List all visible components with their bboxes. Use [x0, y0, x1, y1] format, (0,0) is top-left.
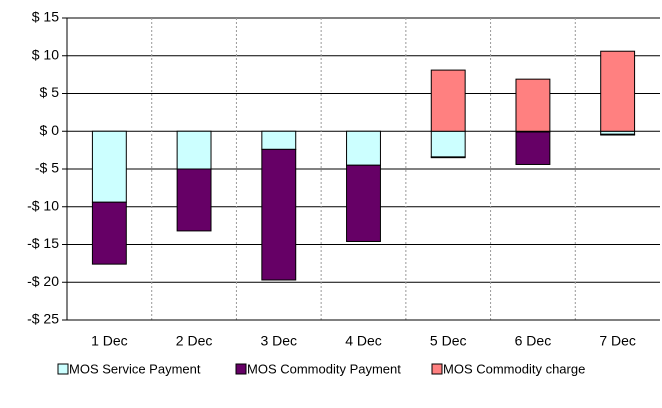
- legend-label: MOS Service Payment: [69, 361, 201, 376]
- y-tick-label: $ 0: [40, 122, 60, 138]
- bar-segment: [346, 130, 381, 166]
- bar-segment: [515, 131, 551, 165]
- y-tick-label: -$ 15: [27, 235, 59, 251]
- bar-segment: [430, 130, 466, 158]
- x-tick-label: 6 Dec: [515, 333, 552, 349]
- bar-segment: [430, 156, 466, 159]
- bar-segment: [176, 168, 212, 232]
- x-tick-label: 4 Dec: [345, 333, 382, 349]
- bar-segment: [515, 78, 551, 132]
- bar-segment: [600, 133, 636, 136]
- bar-segment: [176, 130, 212, 170]
- legend-swatch: [431, 363, 443, 375]
- x-tick-label: 1 Dec: [91, 333, 128, 349]
- bar-segment: [261, 130, 297, 150]
- x-tick-label: 2 Dec: [176, 333, 213, 349]
- legend-label: MOS Commodity Payment: [247, 361, 401, 376]
- y-tick-label: $ 5: [40, 84, 60, 100]
- bar-segment: [346, 164, 381, 242]
- bar-segment: [91, 130, 127, 203]
- x-tick-label: 5 Dec: [430, 333, 467, 349]
- y-tick-label: $ 10: [32, 46, 59, 62]
- legend-swatch: [235, 363, 247, 375]
- bar-segment: [600, 50, 636, 132]
- y-tick-label: -$ 5: [35, 160, 59, 176]
- bar-segment: [91, 201, 127, 265]
- legend-swatch: [57, 363, 69, 375]
- x-tick-label: 3 Dec: [260, 333, 297, 349]
- bar-segment: [261, 148, 297, 281]
- bar-segment: [430, 69, 466, 132]
- legend-label: MOS Commodity charge: [443, 361, 585, 376]
- y-tick-label: -$ 10: [27, 197, 59, 213]
- y-tick-label: -$ 25: [27, 311, 59, 327]
- y-tick-label: $ 15: [32, 9, 59, 25]
- y-tick-label: -$ 20: [27, 273, 59, 289]
- x-tick-label: 7 Dec: [599, 333, 636, 349]
